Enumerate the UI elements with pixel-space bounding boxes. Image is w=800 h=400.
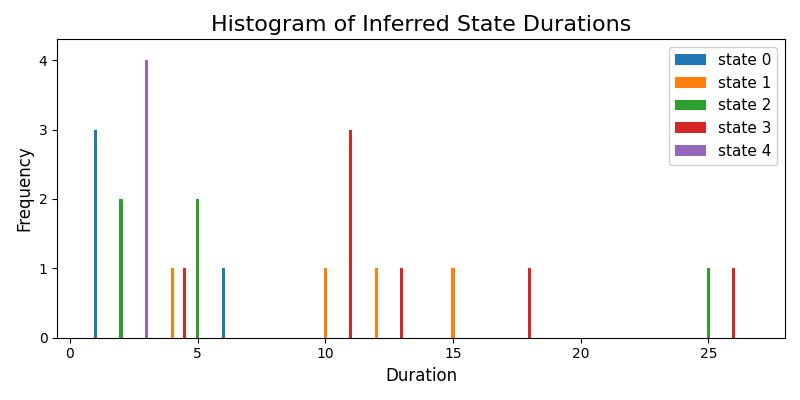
Legend: state 0, state 1, state 2, state 3, state 4: state 0, state 1, state 2, state 3, stat… [669, 47, 778, 165]
Bar [183, 268, 186, 338]
Bar [170, 268, 174, 338]
Bar [528, 268, 531, 338]
Bar [222, 268, 225, 338]
Bar [400, 268, 403, 338]
Bar [196, 199, 199, 338]
Bar [350, 130, 352, 338]
Bar [707, 268, 710, 338]
Y-axis label: Frequency: Frequency [15, 146, 33, 232]
X-axis label: Duration: Duration [385, 367, 457, 385]
Bar [119, 199, 122, 338]
Bar [451, 268, 454, 338]
Title: Histogram of Inferred State Durations: Histogram of Inferred State Durations [211, 15, 631, 35]
Bar [94, 130, 97, 338]
Bar [324, 268, 327, 338]
Bar [145, 60, 148, 338]
Bar [375, 268, 378, 338]
Bar [732, 268, 735, 338]
